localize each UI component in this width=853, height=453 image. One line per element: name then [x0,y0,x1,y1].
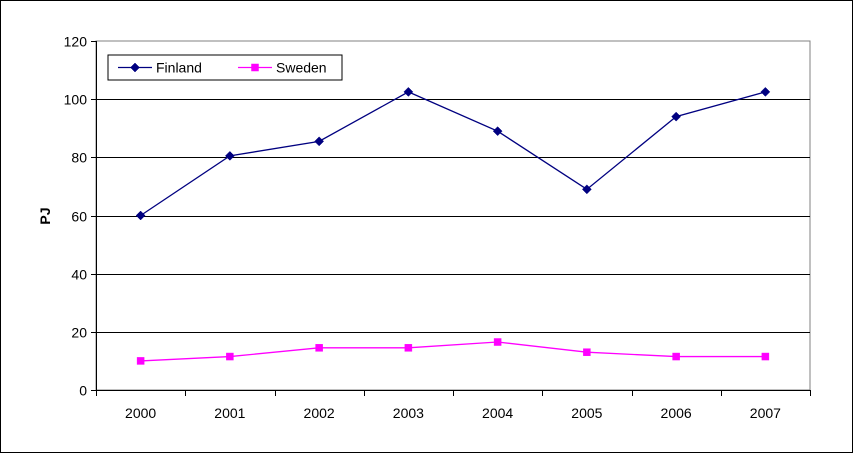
x-tick-label: 2000 [125,405,156,421]
plot-area [95,40,811,391]
x-tick-label: 2001 [214,405,245,421]
x-tick-label: 2002 [304,405,335,421]
y-tick-label: 60 [71,209,87,225]
series-sweden [136,338,770,365]
y-tick-label: 120 [64,34,88,50]
axes: 0 20 40 60 80 100 120 2000 2001 2002 2003 2004 2005 2… [64,34,811,421]
y-tick-label: 0 [79,383,87,399]
data-point-finland [760,87,771,97]
legend-item-sweden: Sweden [238,60,327,76]
legend-label-finland: Finland [156,60,202,76]
series-line-finland [140,91,766,217]
series-line-sweden [140,341,766,362]
series-lines [135,87,771,365]
data-point-finland [135,210,146,221]
legend-item-finland: Finland [118,60,202,76]
legend: Finland Sweden [107,54,343,81]
data-point-finland [671,111,681,122]
series-finland [135,87,771,221]
y-tick-label: 20 [71,325,87,341]
data-point-finland [492,126,503,137]
data-point-sweden [315,344,323,352]
y-tick-label: 40 [71,267,87,283]
data-point-finland [403,87,414,97]
data-point-finland [314,136,324,147]
y-axis-title: PJ [37,207,53,224]
y-tick-label: 80 [71,150,87,166]
data-point-sweden [404,344,413,352]
data-point-sweden [761,352,770,361]
x-tick-label: 2007 [750,405,781,421]
x-tick-label: 2005 [571,405,602,421]
legend-marker-sweden [251,63,259,72]
data-point-sweden [583,348,591,356]
x-tick-label: 2004 [482,405,513,421]
data-point-sweden [226,352,234,361]
x-tick-label: 2006 [661,405,692,421]
y-tick-label: 100 [64,92,88,108]
data-point-finland [225,151,235,161]
data-point-finland [582,184,592,195]
data-point-sweden [136,357,145,365]
x-tick-label: 2003 [393,405,424,421]
data-point-sweden [672,352,680,361]
grid-lines [96,99,810,333]
data-point-sweden [493,338,502,346]
legend-label-sweden: Sweden [276,60,327,76]
legend-marker-finland [130,62,140,73]
